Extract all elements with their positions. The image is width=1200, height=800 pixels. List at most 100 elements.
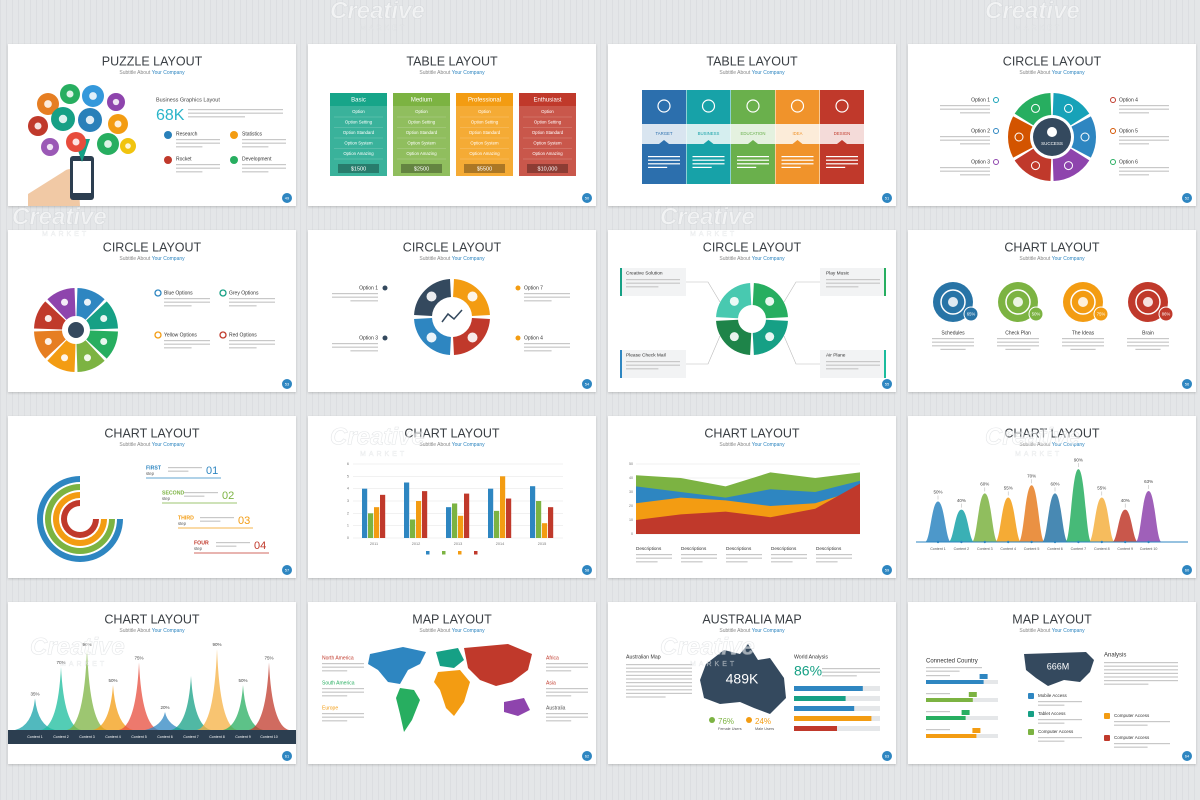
segment-icon xyxy=(1031,103,1040,113)
ring-arc xyxy=(61,500,99,538)
bar xyxy=(368,513,374,538)
segment-icon xyxy=(426,332,437,343)
plan-option: Option System xyxy=(344,141,373,146)
text-line xyxy=(636,554,672,556)
subtitle-lead: Subtitle About xyxy=(719,256,750,262)
slide: CIRCLE LAYOUT Subtitle About Your Company B… xyxy=(8,230,296,392)
segment-icon xyxy=(729,332,739,342)
value-label: 40% xyxy=(957,498,966,503)
us-shape xyxy=(1024,652,1094,686)
y-tick-label: 30 xyxy=(629,490,633,494)
step-label: IDEA xyxy=(792,131,802,136)
bar-fill xyxy=(926,734,977,738)
text-line xyxy=(176,142,220,144)
text-line xyxy=(546,688,588,690)
text-line xyxy=(176,146,203,148)
bubble-icon xyxy=(112,98,120,106)
text-line xyxy=(681,557,717,559)
connector xyxy=(686,281,721,303)
text-line xyxy=(176,139,220,141)
x-tick-label: 2011 xyxy=(370,542,378,546)
bar xyxy=(530,486,536,538)
bar xyxy=(500,476,506,538)
text-line xyxy=(626,364,680,366)
value-label: 55% xyxy=(1097,486,1106,491)
continent xyxy=(396,688,420,732)
text-line xyxy=(726,561,748,563)
plan-option: Option xyxy=(541,109,554,114)
text-line xyxy=(648,156,680,158)
region-label: North America xyxy=(322,655,354,661)
spike xyxy=(223,685,263,730)
spike xyxy=(171,676,211,730)
text-line xyxy=(176,164,220,166)
value-label: 70% xyxy=(56,660,65,665)
text-line xyxy=(781,159,814,161)
value-label: 50% xyxy=(108,678,117,683)
bar xyxy=(374,507,380,538)
text-line xyxy=(229,301,275,303)
step-top xyxy=(731,90,775,124)
segment-icon xyxy=(1031,161,1040,171)
peak xyxy=(1065,469,1092,542)
label: Air Plane xyxy=(826,352,846,358)
step-middle xyxy=(686,124,731,144)
bubble-icon xyxy=(104,140,112,148)
bar-fill xyxy=(794,706,855,711)
subtitle-company: Your Company xyxy=(152,70,185,76)
step-label: DESIGN xyxy=(834,131,850,136)
page-number: 64 xyxy=(1185,753,1190,758)
option-marker xyxy=(1110,159,1116,165)
label: step xyxy=(162,496,171,501)
subtitle-lead: Subtitle About xyxy=(719,628,750,634)
text-line xyxy=(626,692,692,694)
slide-title: CHART LAYOUT xyxy=(104,612,200,626)
plan-header xyxy=(330,93,387,106)
text-line xyxy=(692,166,712,168)
y-tick-label: 4 xyxy=(347,487,349,491)
step-notch xyxy=(792,140,803,144)
bubble-icon xyxy=(72,138,80,146)
page-number: 54 xyxy=(585,381,590,386)
watermark-brand: Creative xyxy=(330,0,425,24)
subtitle-company: Your Company xyxy=(452,442,485,448)
slide-title: CHART LAYOUT xyxy=(1004,240,1100,254)
segment-icon xyxy=(467,291,478,302)
label: step xyxy=(146,471,155,476)
step-middle xyxy=(642,124,686,144)
text-line xyxy=(926,711,950,713)
value-label: 50% xyxy=(933,490,942,495)
slide-subtitle: Subtitle About Your Company xyxy=(119,442,185,448)
page-number: 49 xyxy=(285,195,290,200)
value-label: 60% xyxy=(980,482,989,487)
text-line xyxy=(781,156,814,158)
step-top xyxy=(686,90,731,124)
text-line xyxy=(960,174,990,176)
gear-core xyxy=(68,322,84,338)
text-line xyxy=(626,689,692,691)
y-tick-label: 6 xyxy=(347,462,349,466)
slide-subtitle: Subtitle About Your Company xyxy=(419,442,485,448)
watermark-sub: MARKET xyxy=(360,25,407,32)
x-tick-label: 2015 xyxy=(538,542,546,546)
plan-option: Option Standard xyxy=(343,130,375,135)
slide-title: MAP LAYOUT xyxy=(412,612,492,626)
peak xyxy=(1135,490,1162,542)
text-line xyxy=(1005,348,1031,350)
peak xyxy=(948,509,975,542)
slide: CIRCLE LAYOUT Subtitle About Your Company C… xyxy=(608,230,896,392)
peak xyxy=(971,493,998,542)
watermark-brand: Creative xyxy=(330,423,425,450)
watermark-sub: MARKET xyxy=(1015,25,1062,32)
text-line xyxy=(1119,170,1169,172)
plan-option: Option System xyxy=(470,141,499,146)
slide: TABLE LAYOUT Subtitle About Your Company TA… xyxy=(608,44,896,206)
text-line xyxy=(188,112,283,114)
slide-background xyxy=(308,230,596,392)
category-label: Content 10 xyxy=(260,735,278,739)
slide: CIRCLE LAYOUT Subtitle About Your Company O… xyxy=(308,230,596,392)
text-line xyxy=(164,343,210,345)
connector xyxy=(783,281,820,303)
text-line xyxy=(1038,740,1065,742)
spike xyxy=(67,649,107,730)
